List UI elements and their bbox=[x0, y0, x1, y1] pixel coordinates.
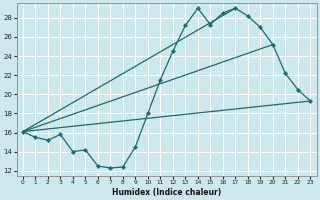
X-axis label: Humidex (Indice chaleur): Humidex (Indice chaleur) bbox=[112, 188, 221, 197]
